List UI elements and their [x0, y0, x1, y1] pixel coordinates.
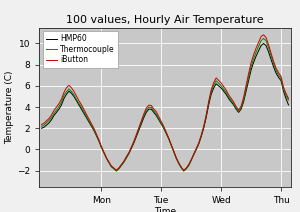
Thermocouple — [169, 144, 173, 146]
HMP60 — [87, 121, 91, 123]
Thermocouple — [40, 125, 43, 128]
HMP60 — [279, 79, 283, 82]
Thermocouple — [87, 120, 91, 122]
Line: HMP60: HMP60 — [41, 43, 289, 171]
iButton — [87, 118, 91, 120]
iButton — [287, 97, 290, 100]
Thermocouple — [272, 62, 275, 65]
HMP60 — [169, 144, 173, 146]
Thermocouple — [287, 99, 290, 102]
HMP60 — [287, 104, 290, 106]
Title: 100 values, Hourly Air Temperature: 100 values, Hourly Air Temperature — [66, 15, 264, 25]
HMP60 — [272, 66, 275, 68]
iButton — [182, 169, 185, 172]
iButton — [272, 60, 275, 63]
Line: iButton: iButton — [41, 35, 289, 170]
Line: Thermocouple: Thermocouple — [41, 38, 289, 171]
iButton — [167, 137, 170, 139]
X-axis label: Time: Time — [154, 207, 176, 212]
iButton — [40, 123, 43, 126]
HMP60 — [97, 140, 101, 142]
Thermocouple — [97, 139, 101, 142]
HMP60 — [40, 127, 43, 130]
iButton — [189, 158, 193, 161]
iButton — [279, 75, 283, 78]
Thermocouple — [262, 37, 266, 40]
Y-axis label: Temperature (C): Temperature (C) — [5, 70, 14, 144]
iButton — [262, 33, 266, 36]
Thermocouple — [189, 159, 193, 162]
Thermocouple — [279, 77, 283, 80]
HMP60 — [262, 42, 266, 45]
HMP60 — [189, 159, 193, 161]
Thermocouple — [115, 170, 118, 173]
HMP60 — [115, 169, 118, 172]
Legend: HMP60, Thermocouple, iButton: HMP60, Thermocouple, iButton — [43, 31, 118, 68]
iButton — [97, 138, 101, 141]
